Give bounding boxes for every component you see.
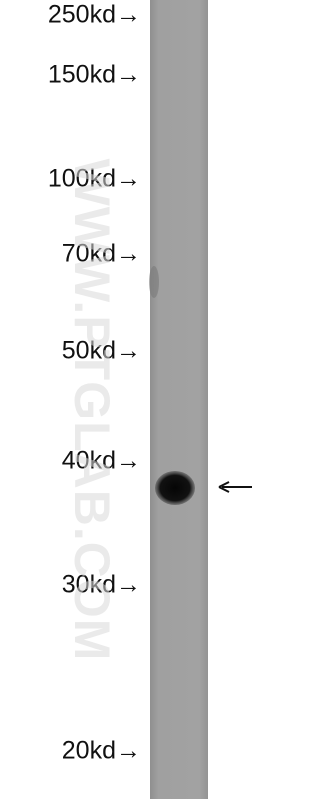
marker-labels: 250kd→ 150kd→ 100kd→ 70kd→ 50kd→ 40kd→ 30kd→ 20… [48,1,141,765]
protein-band [155,471,195,505]
watermark: WWW.PTGLAB.COM [64,159,120,662]
gel-lane [150,0,208,799]
band-arrow [218,481,252,493]
marker-label: 150kd→ [48,61,141,89]
page: 250kd→ 150kd→ 100kd→ 70kd→ 50kd→ 40kd→ 30kd→ 20… [47,0,252,799]
marker-label: 20kd→ [62,737,141,765]
blot-figure: 250kd→ 150kd→ 100kd→ 70kd→ 50kd→ 40kd→ 30kd→ 20… [48,0,252,799]
faint-spot [149,266,159,298]
marker-label: 30kd→ [62,571,141,599]
marker-label: 70kd→ [62,240,141,268]
marker-label: 40kd→ [62,447,141,475]
marker-label: 250kd→ [48,1,141,29]
marker-label: 50kd→ [62,337,141,365]
marker-label: 100kd→ [48,165,141,193]
